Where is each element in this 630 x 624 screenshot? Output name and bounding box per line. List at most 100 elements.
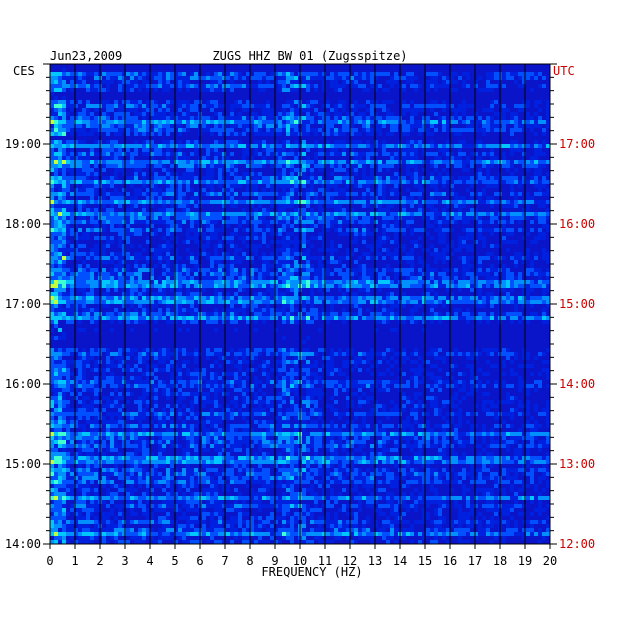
spectrogram-cell — [386, 308, 390, 312]
spectrogram-cell — [390, 292, 394, 296]
spectrogram-cell — [502, 176, 506, 180]
spectrogram-cell — [430, 212, 434, 216]
spectrogram-cell — [150, 184, 154, 188]
spectrogram-cell — [454, 164, 458, 168]
spectrogram-cell — [414, 280, 418, 284]
spectrogram-cell — [354, 212, 358, 216]
spectrogram-cell — [386, 100, 390, 104]
spectrogram-cell — [102, 80, 106, 84]
spectrogram-cell — [522, 212, 526, 216]
spectrogram-cell — [286, 272, 290, 276]
spectrogram-cell — [338, 296, 342, 300]
spectrogram-cell — [438, 236, 442, 240]
spectrogram-cell — [426, 276, 430, 280]
spectrogram-cell — [262, 276, 266, 280]
spectrogram-cell — [346, 256, 350, 260]
spectrogram-cell — [50, 268, 54, 272]
spectrogram-cell — [390, 216, 394, 220]
spectrogram-cell — [106, 312, 110, 316]
spectrogram-cell — [514, 300, 518, 304]
spectrogram-cell — [478, 272, 482, 276]
spectrogram-cell — [290, 212, 294, 216]
spectrogram-cell — [334, 88, 338, 92]
spectrogram-cell — [262, 296, 266, 300]
spectrogram-cell — [274, 292, 278, 296]
spectrogram-cell — [174, 220, 178, 224]
spectrogram-cell — [266, 144, 270, 148]
spectrogram-cell — [442, 240, 446, 244]
spectrogram-cell — [486, 76, 490, 80]
spectrogram-cell — [118, 120, 122, 124]
spectrogram-cell — [426, 132, 430, 136]
spectrogram-cell — [466, 84, 470, 88]
spectrogram-cell — [214, 244, 218, 248]
spectrogram-cell — [102, 252, 106, 256]
spectrogram-cell — [302, 304, 306, 308]
spectrogram-cell — [462, 300, 466, 304]
spectrogram-cell — [214, 140, 218, 144]
spectrogram-cell — [174, 240, 178, 244]
spectrogram-cell — [238, 116, 242, 120]
spectrogram-cell — [310, 76, 314, 80]
spectrogram-cell — [282, 200, 286, 204]
spectrogram-cell — [462, 164, 466, 168]
spectrogram-cell — [270, 252, 274, 256]
spectrogram-cell — [334, 144, 338, 148]
spectrogram-cell — [246, 124, 250, 128]
spectrogram-cell — [450, 228, 454, 232]
spectrogram-cell — [330, 256, 334, 260]
spectrogram-cell — [474, 176, 478, 180]
spectrogram-cell — [114, 156, 118, 160]
spectrogram-cell — [382, 72, 386, 76]
spectrogram-cell — [290, 216, 294, 220]
spectrogram-cell — [90, 152, 94, 156]
spectrogram-cell — [222, 188, 226, 192]
spectrogram-cell — [158, 212, 162, 216]
spectrogram-cell — [490, 196, 494, 200]
spectrogram-cell — [322, 248, 326, 252]
spectrogram-cell — [250, 204, 254, 208]
spectrogram-cell — [282, 144, 286, 148]
spectrogram-cell — [450, 104, 454, 108]
spectrogram-cell — [54, 184, 58, 188]
spectrogram-cell — [74, 160, 78, 164]
spectrogram-cell — [390, 308, 394, 312]
spectrogram-cell — [510, 284, 514, 288]
spectrogram-cell — [470, 164, 474, 168]
spectrogram-cell — [238, 100, 242, 104]
spectrogram-cell — [330, 260, 334, 264]
spectrogram-cell — [390, 116, 394, 120]
spectrogram-cell — [374, 152, 378, 156]
spectrogram-cell — [70, 132, 74, 136]
spectrogram-cell — [414, 244, 418, 248]
spectrogram-cell — [402, 156, 406, 160]
spectrogram-cell — [274, 132, 278, 136]
spectrogram-cell — [78, 76, 82, 80]
spectrogram-cell — [118, 192, 122, 196]
spectrogram-cell — [534, 100, 538, 104]
spectrogram-cell — [150, 140, 154, 144]
spectrogram-cell — [350, 108, 354, 112]
spectrogram-cell — [522, 76, 526, 80]
spectrogram-cell — [110, 120, 114, 124]
spectrogram-cell — [134, 316, 138, 320]
spectrogram-cell — [206, 300, 210, 304]
spectrogram-cell — [54, 248, 58, 252]
spectrogram-cell — [410, 144, 414, 148]
spectrogram-cell — [454, 112, 458, 116]
spectrogram-cell — [334, 220, 338, 224]
spectrogram-cell — [314, 112, 318, 116]
spectrogram-cell — [214, 284, 218, 288]
spectrogram-cell — [530, 300, 534, 304]
spectrogram-cell — [522, 84, 526, 88]
spectrogram-cell — [226, 284, 230, 288]
spectrogram-cell — [306, 296, 310, 300]
spectrogram-cell — [242, 108, 246, 112]
spectrogram-cell — [178, 180, 182, 184]
spectrogram-cell — [54, 196, 58, 200]
spectrogram-cell — [74, 204, 78, 208]
spectrogram-cell — [522, 288, 526, 292]
spectrogram-cell — [482, 180, 486, 184]
spectrogram-cell — [546, 200, 550, 204]
spectrogram-cell — [94, 316, 98, 320]
